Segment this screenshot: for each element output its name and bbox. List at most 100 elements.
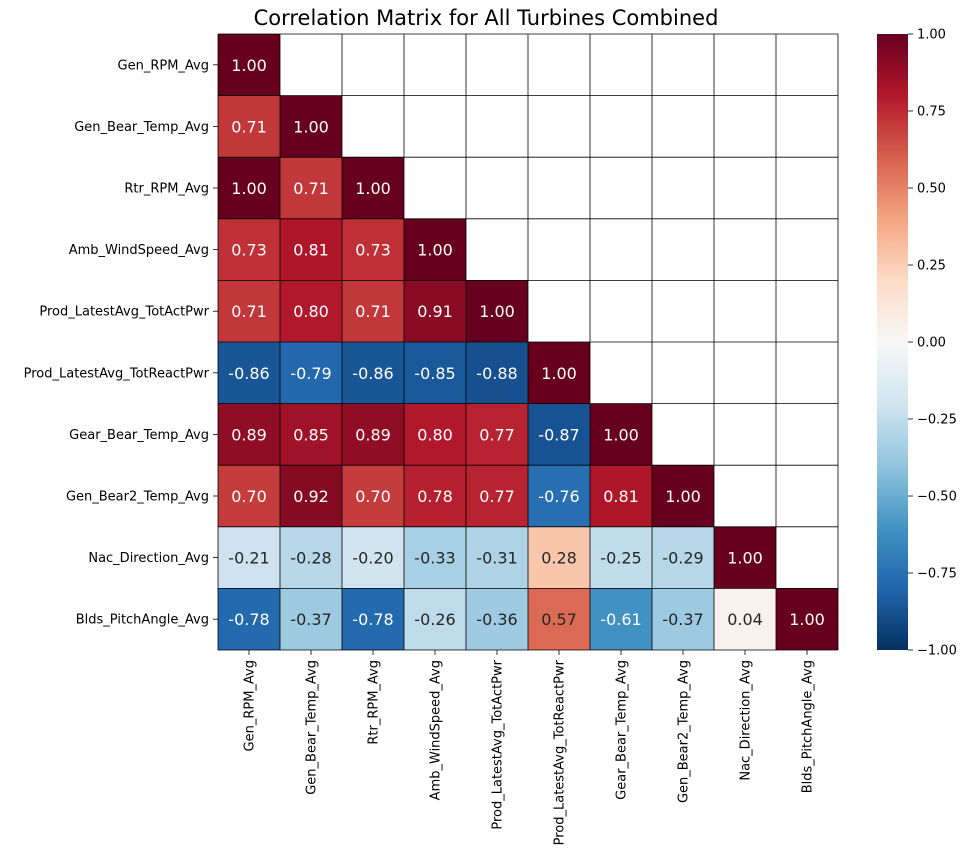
colorbar-tick-label-0: −1.00 <box>917 644 957 659</box>
heatmap-cell-label-r7-c5: -0.76 <box>538 487 579 506</box>
heatmap-cell-label-r6-c4: 0.77 <box>479 425 515 444</box>
heatmap-cell-r6-c6 <box>590 403 652 466</box>
heatmap-cell-r7-c5 <box>528 465 590 527</box>
heatmap-cell-r2-c0 <box>218 157 280 219</box>
heatmap-cell-label-r7-c7: 1.00 <box>665 487 701 506</box>
y-tick-label-9: Blds_PitchAngle_Avg <box>76 613 209 628</box>
x-tick-label-8: Nac_Direction_Avg <box>739 660 754 781</box>
y-tick-label-8: Nac_Direction_Avg <box>88 551 209 566</box>
heatmap-cell-label-r6-c5: -0.87 <box>538 425 579 444</box>
colorbar-tick-label-3: −0.25 <box>917 413 957 428</box>
heatmap-cell-label-r6-c6: 1.00 <box>603 425 639 444</box>
heatmap-cell-r5-c4 <box>466 342 528 404</box>
colorbar-tick-label-6: 0.50 <box>917 182 946 197</box>
heatmap-cell-r6-c0 <box>218 403 280 466</box>
heatmap-cell-label-r4-c3: 0.91 <box>417 302 453 321</box>
x-axis-ticks: Gen_RPM_Avg Gen_Bear_Temp_Avg Rtr_RPM_Avg A… <box>243 650 816 845</box>
heatmap-cell-label-r7-c0: 0.70 <box>231 487 267 506</box>
y-tick-label-2: Rtr_RPM_Avg <box>124 182 209 197</box>
heatmap-cell-r5-c5 <box>528 342 590 404</box>
heatmap-cell-r3-c0 <box>218 218 280 281</box>
heatmap-cell-r9-c6 <box>590 588 652 650</box>
x-tick-label-9: Blds_PitchAngle_Avg <box>801 660 816 793</box>
heatmap-cell-r4-c4 <box>466 280 528 342</box>
heatmap-cell-label-r9-c0: -0.78 <box>228 610 269 629</box>
heatmap-cell-r7-c7 <box>652 465 714 527</box>
heatmap-cell-r4-c0 <box>218 280 280 342</box>
heatmap-cell-label-r3-c2: 0.73 <box>355 241 391 260</box>
heatmap-cell-label-r5-c1: -0.79 <box>290 364 331 383</box>
heatmap-cell-label-r8-c5: 0.28 <box>541 549 577 568</box>
heatmap-cell-label-r7-c1: 0.92 <box>293 487 329 506</box>
heatmap-cell-label-r8-c8: 1.00 <box>727 549 763 568</box>
heatmap-cell-r9-c5 <box>528 588 590 650</box>
heatmap-cell-r2-c2 <box>342 157 404 219</box>
heatmap-cell-label-r4-c2: 0.71 <box>355 302 391 321</box>
heatmap-cell-r9-c9 <box>776 588 838 650</box>
heatmap-cell-labels: 1.00 0.71 1.00 1.00 0.71 1.00 0.73 0.81 0.73 1.00… <box>228 56 825 629</box>
x-tick-label-2: Rtr_RPM_Avg <box>367 660 382 745</box>
heatmap-cell-label-r9-c7: -0.37 <box>662 610 703 629</box>
heatmap-cell-r8-c8 <box>714 526 776 589</box>
heatmap-cell-r2-c1 <box>280 157 342 219</box>
x-tick-label-5: Prod_LatestAvg_TotReactPwr <box>553 659 568 845</box>
x-tick-label-7: Gen_Bear2_Temp_Avg <box>677 660 692 803</box>
heatmap-cell-label-r3-c3: 1.00 <box>417 241 453 260</box>
heatmap-cell-r7-c4 <box>466 465 528 527</box>
heatmap-cell-label-r5-c4: -0.88 <box>476 364 517 383</box>
heatmap-cell-label-r1-c1: 1.00 <box>293 117 329 136</box>
heatmap-cell-label-r6-c0: 0.89 <box>231 425 267 444</box>
x-tick-label-0: Gen_RPM_Avg <box>243 660 258 751</box>
heatmap-cell-r7-c2 <box>342 465 404 527</box>
heatmap-cell-r3-c1 <box>280 218 342 281</box>
x-tick-label-4: Prod_LatestAvg_TotActPwr <box>491 659 506 829</box>
x-tick-label-1: Gen_Bear_Temp_Avg <box>305 660 320 795</box>
heatmap-cell-label-r8-c0: -0.21 <box>228 549 269 568</box>
heatmap-cell-r4-c2 <box>342 280 404 342</box>
colorbar-tick-label-2: −0.50 <box>917 490 957 505</box>
heatmap-cell-r9-c2 <box>342 588 404 650</box>
heatmap-cell-r6-c3 <box>404 403 466 466</box>
heatmap-cell-label-r0-c0: 1.00 <box>231 56 267 75</box>
heatmap-cell-r7-c6 <box>590 465 652 527</box>
heatmap-cell-r8-c0 <box>218 526 280 589</box>
heatmap-cell-r7-c1 <box>280 465 342 527</box>
heatmap-cell-label-r8-c3: -0.33 <box>414 549 455 568</box>
heatmap-cell-r8-c3 <box>404 526 466 589</box>
heatmap-cell-r8-c6 <box>590 526 652 589</box>
heatmap-cell-label-r6-c2: 0.89 <box>355 425 391 444</box>
heatmap-cell-r6-c1 <box>280 403 342 466</box>
heatmap-cell-label-r1-c0: 0.71 <box>231 117 267 136</box>
colorbar-gradient <box>877 34 908 650</box>
heatmap-cell-r1-c0 <box>218 95 280 158</box>
heatmap-cell-label-r7-c4: 0.77 <box>479 487 515 506</box>
heatmap-cell-label-r3-c1: 0.81 <box>293 241 329 260</box>
heatmap-cell-r5-c0 <box>218 342 280 404</box>
heatmap-cell-label-r4-c4: 1.00 <box>479 302 515 321</box>
heatmap-cell-r9-c1 <box>280 588 342 650</box>
heatmap-cell-label-r6-c3: 0.80 <box>417 425 453 444</box>
y-axis-ticks: Gen_RPM_Avg Gen_Bear_Temp_Avg Rtr_RPM_Avg A… <box>24 58 218 628</box>
heatmap-cell-label-r9-c9: 1.00 <box>789 610 825 629</box>
heatmap-cell-label-r8-c2: -0.20 <box>352 549 393 568</box>
colorbar-tick-label-7: 0.75 <box>917 105 946 120</box>
y-tick-label-0: Gen_RPM_Avg <box>118 58 209 73</box>
heatmap-cell-r9-c4 <box>466 588 528 650</box>
heatmap-cell-r5-c3 <box>404 342 466 404</box>
heatmap-cell-label-r3-c0: 0.73 <box>231 241 267 260</box>
heatmap-cell-label-r5-c0: -0.86 <box>228 364 269 383</box>
heatmap-cell-r7-c3 <box>404 465 466 527</box>
heatmap-cell-label-r2-c1: 0.71 <box>293 179 329 198</box>
y-tick-label-6: Gear_Bear_Temp_Avg <box>69 428 209 443</box>
y-tick-label-1: Gen_Bear_Temp_Avg <box>74 120 209 135</box>
heatmap-cell-r6-c2 <box>342 403 404 466</box>
heatmap-cell-r9-c3 <box>404 588 466 650</box>
heatmap-cell-label-r5-c3: -0.85 <box>414 364 455 383</box>
heatmap-cell-r9-c0 <box>218 588 280 650</box>
heatmap-cell-label-r7-c3: 0.78 <box>417 487 453 506</box>
heatmap-cells <box>218 34 838 650</box>
y-tick-label-3: Amb_WindSpeed_Avg <box>69 243 209 258</box>
heatmap-cell-r0-c0 <box>218 34 280 96</box>
colorbar: −1.00 −0.75 −0.50 −0.25 0.00 0.25 0.50 0.75 1.00 <box>877 28 957 659</box>
